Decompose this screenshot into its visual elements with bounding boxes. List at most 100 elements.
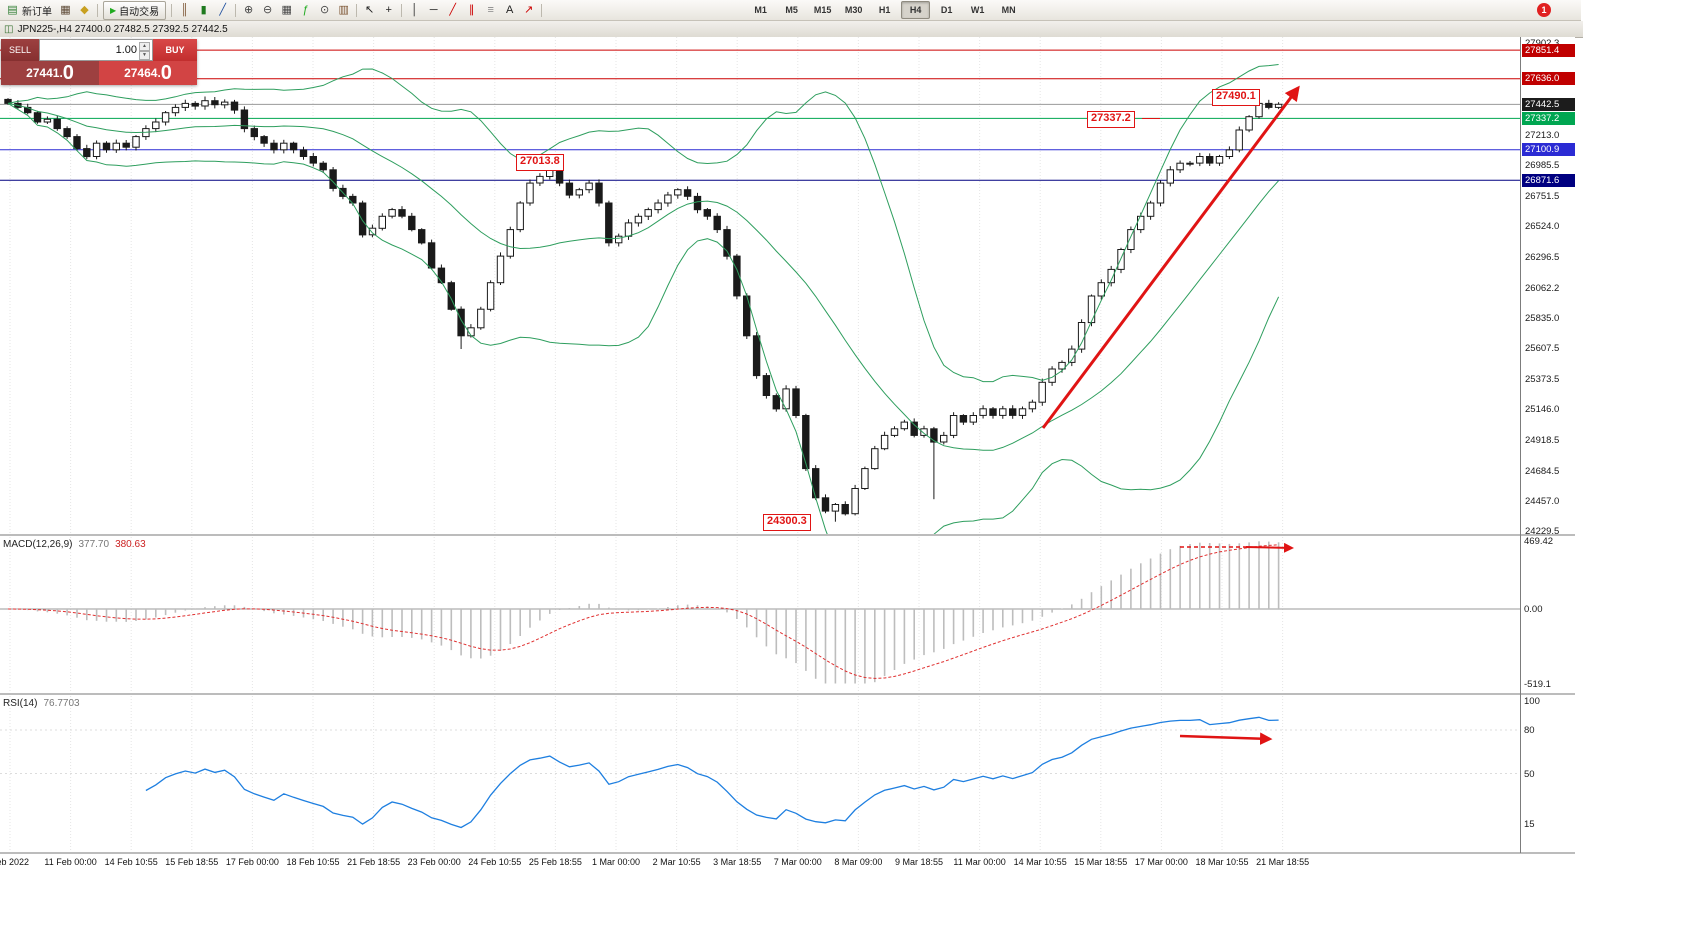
indicators-icon[interactable]: ƒ <box>302 3 309 16</box>
new-order-icon[interactable]: ▤ <box>7 3 18 16</box>
main-chart-canvas[interactable] <box>0 37 1520 535</box>
macd-indicator-label: MACD(12,26,9) 377.70 380.63 <box>3 539 146 550</box>
candlestick-chart-icon[interactable]: ▮ <box>200 3 207 16</box>
price-axis-tick: 25146.0 <box>1525 404 1560 415</box>
toolbar-separator <box>401 3 403 17</box>
fibonacci-icon[interactable]: ≡ <box>487 3 494 16</box>
price-axis-badge: 27442.5 <box>1522 98 1575 111</box>
time-axis-label: 25 Feb 18:55 <box>528 857 582 867</box>
price-annotation[interactable]: 27490.1 <box>1212 89 1260 106</box>
toolbar-separator <box>541 3 543 17</box>
price-axis-badge: 26871.6 <box>1522 174 1575 187</box>
buy-price[interactable]: 27464. 0 <box>99 61 197 85</box>
rsi-series <box>0 716 1520 829</box>
macd-axis-label: 469.42 <box>1524 536 1554 547</box>
text-icon[interactable]: A <box>505 3 514 16</box>
channel-icon[interactable]: ∥ <box>468 3 475 16</box>
volume-value: 1.00 <box>115 44 137 56</box>
timeframe-w1[interactable]: W1 <box>970 5 985 15</box>
cursor-icon[interactable]: ↖ <box>365 3 375 16</box>
chart-window-titlebar: ◫ JPN225-,H4 27400.0 27482.5 27392.5 274… <box>0 21 1583 38</box>
macd-panel-canvas[interactable] <box>0 537 1520 693</box>
toolbar-separator <box>171 3 173 17</box>
macd-axis-label: 0.00 <box>1524 604 1543 615</box>
rsi-axis-label: 15 <box>1524 819 1535 830</box>
panel-divider[interactable] <box>0 852 1575 854</box>
price-axis-tick: 26524.0 <box>1525 221 1560 232</box>
timeframe-mn[interactable]: MN <box>1001 5 1016 15</box>
price-axis-tick: 24684.5 <box>1525 466 1560 477</box>
time-axis[interactable]: Feb 2022 11 Feb 00:00 14 Feb 10:55 15 Feb 1… <box>0 854 1575 870</box>
rsi-panel-canvas[interactable] <box>0 696 1520 852</box>
price-axis-tick: 26062.2 <box>1525 283 1560 294</box>
macd-signal-line <box>7 544 1279 679</box>
timeframe-h1[interactable]: H1 <box>878 5 891 15</box>
profiles-icon[interactable]: ◆ <box>80 3 89 16</box>
volume-up-icon[interactable]: ▲ <box>139 42 150 51</box>
panel-divider[interactable] <box>0 534 1575 536</box>
panel-divider[interactable] <box>0 693 1575 695</box>
periods-icon[interactable]: ⊙ <box>320 3 330 16</box>
timeframe-m15[interactable]: M15 <box>813 5 832 15</box>
auto-trading-button[interactable]: ▶ 自动交易 <box>103 0 167 20</box>
new-order-label: 新订单 <box>22 6 52 18</box>
timeframe-d1[interactable]: D1 <box>940 5 953 15</box>
macd-series <box>0 541 1520 684</box>
rsi-axis-label: 80 <box>1524 725 1535 736</box>
zoom-in-icon[interactable]: ⊕ <box>244 3 254 16</box>
bar-chart-icon[interactable]: ║ <box>180 3 189 16</box>
buy-price-main: 27464. <box>124 66 161 80</box>
time-axis-label: 2 Mar 10:55 <box>652 857 701 867</box>
time-axis-label: 8 Mar 09:00 <box>834 857 883 867</box>
price-axis-tick: 24229.5 <box>1525 526 1560 537</box>
timeframe-m30[interactable]: M30 <box>844 5 863 15</box>
main-toolbar: ▤ 新订单 ▦ ◆ ▶ 自动交易 ║ ▮ ╱ ⊕ ⊖ ▦ ƒ ⊙ ▥ ↖ + │ ─ ╱ ∥ ≡ A ↗ M1 M5 M15 M30 H… <box>0 0 1581 21</box>
price-annotation[interactable]: 27337.2 <box>1087 111 1135 128</box>
bollinger-band <box>7 64 1279 383</box>
line-chart-icon[interactable]: ╱ <box>219 3 226 16</box>
notification-badge[interactable]: 1 <box>1537 3 1551 17</box>
chart-title: JPN225-,H4 27400.0 27482.5 27392.5 27442… <box>17 23 228 35</box>
macd-grid <box>9 537 1284 693</box>
macd-axis[interactable]: 469.42 0.00 -519.1 <box>1524 536 1574 693</box>
price-axis-tick: 24457.0 <box>1525 496 1560 507</box>
price-axis-tick: 25373.5 <box>1525 374 1560 385</box>
axis-separator <box>1520 37 1521 853</box>
zoom-out-icon[interactable]: ⊖ <box>263 3 273 16</box>
price-annotation[interactable]: 24300.3 <box>763 514 811 531</box>
time-axis-label: 17 Mar 00:00 <box>1134 857 1188 867</box>
timeframe-h4[interactable]: H4 <box>901 1 931 19</box>
timeframe-m5[interactable]: M5 <box>785 5 798 15</box>
buy-button[interactable]: BUY <box>153 39 197 61</box>
chart-area: MACD(12,26,9) 377.70 380.63 RSI(14) 76.7703… <box>0 37 1575 873</box>
trendline-icon[interactable]: ╱ <box>449 3 456 16</box>
crosshair-icon[interactable]: + <box>385 3 392 16</box>
rsi-axis[interactable]: 100 80 50 15 <box>1524 696 1574 852</box>
sell-button[interactable]: SELL <box>1 39 39 61</box>
tile-windows-icon[interactable]: ▦ <box>281 3 292 16</box>
trend-arrow[interactable] <box>1041 85 1300 429</box>
volume-down-icon[interactable]: ▼ <box>139 51 150 60</box>
rsi-annotation-arrow[interactable] <box>1179 732 1273 745</box>
rsi-value: 76.7703 <box>43 698 80 709</box>
templates-icon[interactable]: ▥ <box>338 3 349 16</box>
rsi-name: RSI(14) <box>3 698 38 709</box>
horizontal-line-icon[interactable]: ─ <box>429 3 438 16</box>
volume-input[interactable]: 1.00 ▲ ▼ <box>39 39 153 61</box>
arrow-object-icon[interactable]: ↗ <box>524 3 534 16</box>
chart-window-icon[interactable]: ▦ <box>60 3 71 16</box>
vertical-line-icon[interactable]: │ <box>411 3 419 16</box>
price-axis[interactable]: 27902.3 27213.0 26985.5 26751.5 26524.0 26296… <box>1521 37 1575 537</box>
time-axis-label: 11 Mar 00:00 <box>953 857 1006 867</box>
price-annotation[interactable]: 27013.8 <box>516 154 564 171</box>
price-level-lines <box>0 49 1520 181</box>
sell-price-big: 0 <box>62 62 74 84</box>
sell-price[interactable]: 27441. 0 <box>1 61 99 85</box>
annotation-tail-line <box>1142 118 1160 119</box>
macd-annotation-arrow[interactable] <box>1245 542 1294 553</box>
price-axis-badge: 27100.9 <box>1522 143 1575 156</box>
timeframe-m1[interactable]: M1 <box>754 5 767 15</box>
time-axis-label: 14 Mar 10:55 <box>1013 857 1067 867</box>
price-axis-badge: 27337.2 <box>1522 112 1575 125</box>
auto-trading-button-glyph: ▶ <box>110 5 117 15</box>
